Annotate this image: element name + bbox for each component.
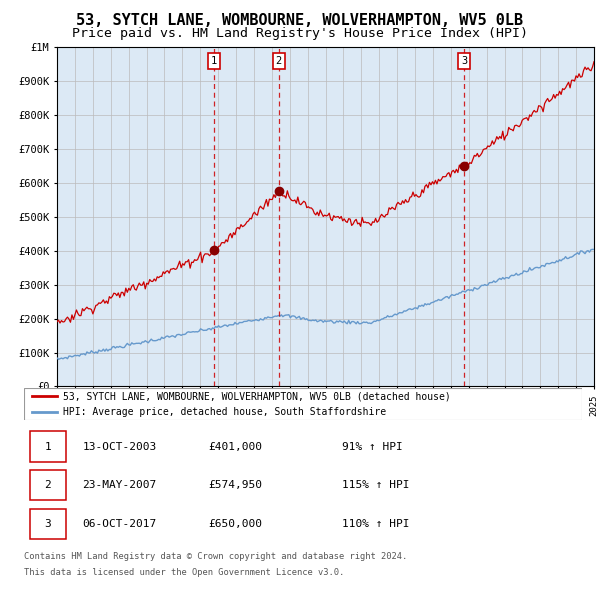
Text: 06-OCT-2017: 06-OCT-2017 [83, 519, 157, 529]
Text: 23-MAY-2007: 23-MAY-2007 [83, 480, 157, 490]
Text: 53, SYTCH LANE, WOMBOURNE, WOLVERHAMPTON, WV5 0LB: 53, SYTCH LANE, WOMBOURNE, WOLVERHAMPTON… [76, 13, 524, 28]
Text: 3: 3 [44, 519, 51, 529]
FancyBboxPatch shape [29, 470, 66, 500]
FancyBboxPatch shape [24, 388, 582, 420]
Text: 2: 2 [44, 480, 51, 490]
Text: 110% ↑ HPI: 110% ↑ HPI [342, 519, 410, 529]
Text: 2: 2 [275, 56, 282, 65]
Text: This data is licensed under the Open Government Licence v3.0.: This data is licensed under the Open Gov… [24, 568, 344, 576]
FancyBboxPatch shape [29, 431, 66, 462]
Text: £650,000: £650,000 [208, 519, 262, 529]
Text: Contains HM Land Registry data © Crown copyright and database right 2024.: Contains HM Land Registry data © Crown c… [24, 552, 407, 560]
Text: 3: 3 [461, 56, 467, 65]
Text: Price paid vs. HM Land Registry's House Price Index (HPI): Price paid vs. HM Land Registry's House … [72, 27, 528, 40]
Text: 91% ↑ HPI: 91% ↑ HPI [342, 441, 403, 451]
Text: 115% ↑ HPI: 115% ↑ HPI [342, 480, 410, 490]
Text: 1: 1 [211, 56, 217, 65]
Text: 53, SYTCH LANE, WOMBOURNE, WOLVERHAMPTON, WV5 0LB (detached house): 53, SYTCH LANE, WOMBOURNE, WOLVERHAMPTON… [63, 391, 451, 401]
Text: 13-OCT-2003: 13-OCT-2003 [83, 441, 157, 451]
Text: £574,950: £574,950 [208, 480, 262, 490]
Text: £401,000: £401,000 [208, 441, 262, 451]
Text: 1: 1 [44, 441, 51, 451]
FancyBboxPatch shape [29, 509, 66, 539]
Text: HPI: Average price, detached house, South Staffordshire: HPI: Average price, detached house, Sout… [63, 407, 386, 417]
